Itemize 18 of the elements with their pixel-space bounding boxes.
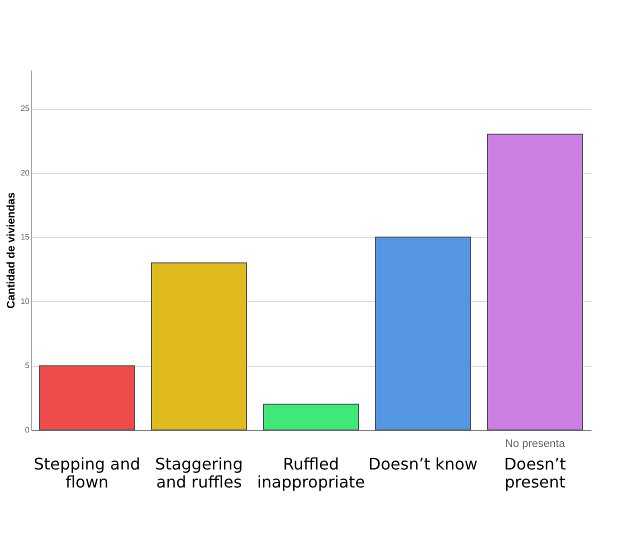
y-tick-label: 20: [20, 168, 30, 178]
annotation: No presenta: [505, 438, 566, 450]
x-tick-label: Doesn’t know: [368, 454, 478, 474]
x-tick-label: Stepping and flown: [34, 454, 140, 492]
y-axis-title: Cantidad de viviendas: [6, 192, 18, 309]
bar: [39, 365, 135, 430]
bar: [263, 404, 359, 430]
bar: [487, 134, 583, 430]
x-tick-label: Doesn’t present: [504, 454, 566, 492]
x-tick-label: Staggering and ruffles: [155, 454, 243, 492]
y-tick-label: 5: [25, 361, 30, 370]
y-tick-label: 0: [25, 426, 30, 434]
bar: [151, 262, 247, 430]
y-tick-label: 10: [20, 296, 30, 306]
y-tick-label: 25: [20, 104, 30, 114]
bar: [375, 236, 471, 430]
x-tick-label: Ruffled inappropriate: [257, 454, 365, 492]
y-tick-label: 15: [20, 232, 30, 242]
